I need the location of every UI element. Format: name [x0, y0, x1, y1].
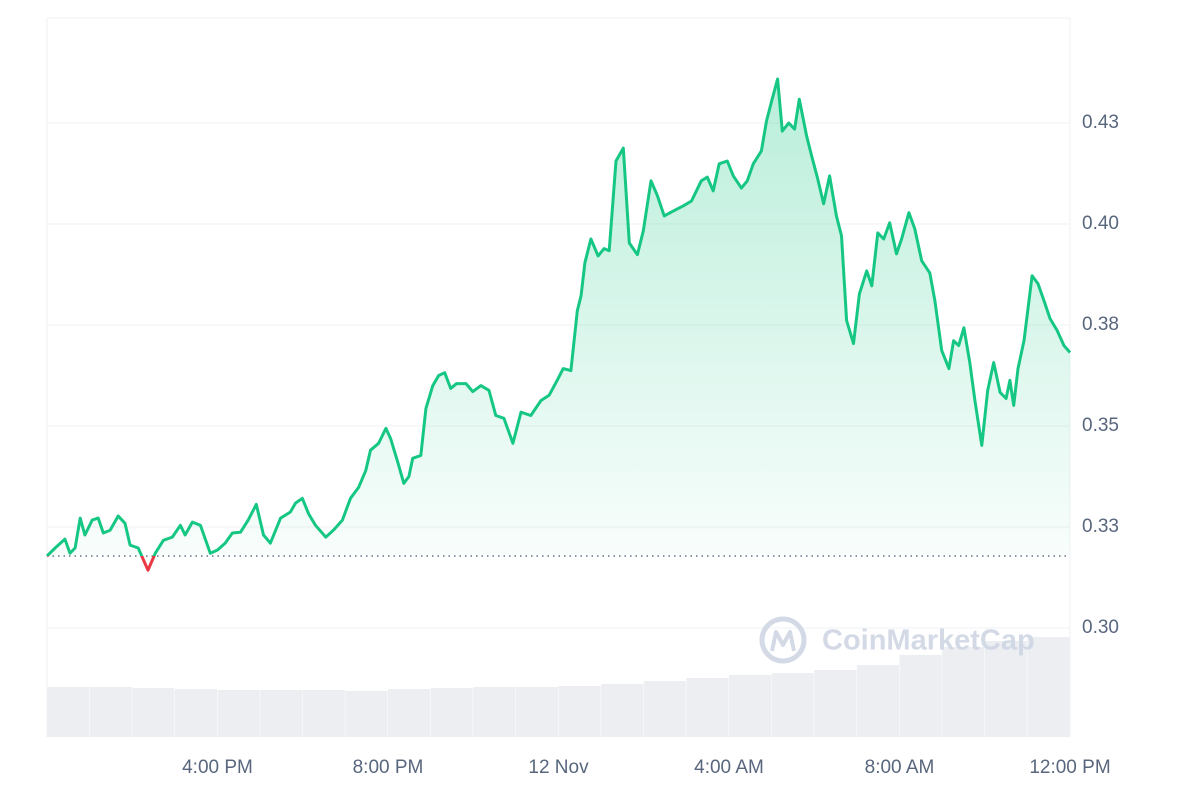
y-tick-label: 0.35 — [1082, 415, 1119, 436]
x-tick-label: 12:00 PM — [1029, 757, 1110, 778]
volume-bar — [686, 678, 729, 737]
x-tick-label: 4:00 PM — [182, 757, 253, 778]
volume-bar — [174, 689, 217, 737]
volume-bar — [89, 687, 132, 737]
watermark-logo — [759, 616, 807, 664]
volume-bar — [558, 686, 601, 737]
y-tick-label: 0.43 — [1082, 112, 1119, 133]
x-tick-label: 12 Nov — [528, 757, 589, 778]
watermark: CoinMarketCap — [759, 616, 1035, 664]
volume-bar — [515, 687, 558, 737]
y-tick-label: 0.40 — [1082, 213, 1119, 234]
watermark-logo-m — [770, 630, 796, 652]
volume-bar — [942, 647, 985, 737]
volume-bar — [217, 690, 260, 737]
volume-bar — [47, 687, 90, 737]
volume-bar — [899, 655, 942, 737]
volume-bar — [984, 641, 1027, 737]
y-tick-label: 0.30 — [1082, 617, 1119, 638]
volume-bar — [302, 690, 345, 737]
volume-bar — [814, 670, 857, 737]
volume-bar — [260, 690, 303, 737]
volume-bar — [771, 673, 814, 737]
price-area — [47, 79, 1070, 571]
volume-bar — [473, 687, 516, 737]
y-tick-label: 0.33 — [1082, 516, 1119, 537]
x-tick-label: 8:00 PM — [353, 757, 424, 778]
volume-bar — [643, 681, 686, 737]
watermark-text: CoinMarketCap — [822, 625, 1035, 657]
volume-bar — [856, 665, 899, 737]
volume-bar — [1027, 637, 1070, 737]
volume-bar — [132, 688, 175, 737]
volume-bar — [430, 688, 473, 737]
volume-bar — [388, 689, 431, 737]
axes: 0.30 0.33 0.35 0.38 0.40 0.43 4:00 PM 8:00 PM 12… — [182, 112, 1119, 778]
plot — [45, 77, 1072, 572]
volume-bars — [47, 637, 1070, 737]
x-tick-label: 8:00 AM — [865, 757, 935, 778]
volume-bar — [601, 684, 644, 737]
y-tick-label: 0.38 — [1082, 314, 1119, 335]
volume-bar — [345, 691, 388, 737]
volume-bar — [729, 675, 772, 737]
x-tick-label: 4:00 AM — [694, 757, 764, 778]
price-line — [45, 77, 1072, 572]
